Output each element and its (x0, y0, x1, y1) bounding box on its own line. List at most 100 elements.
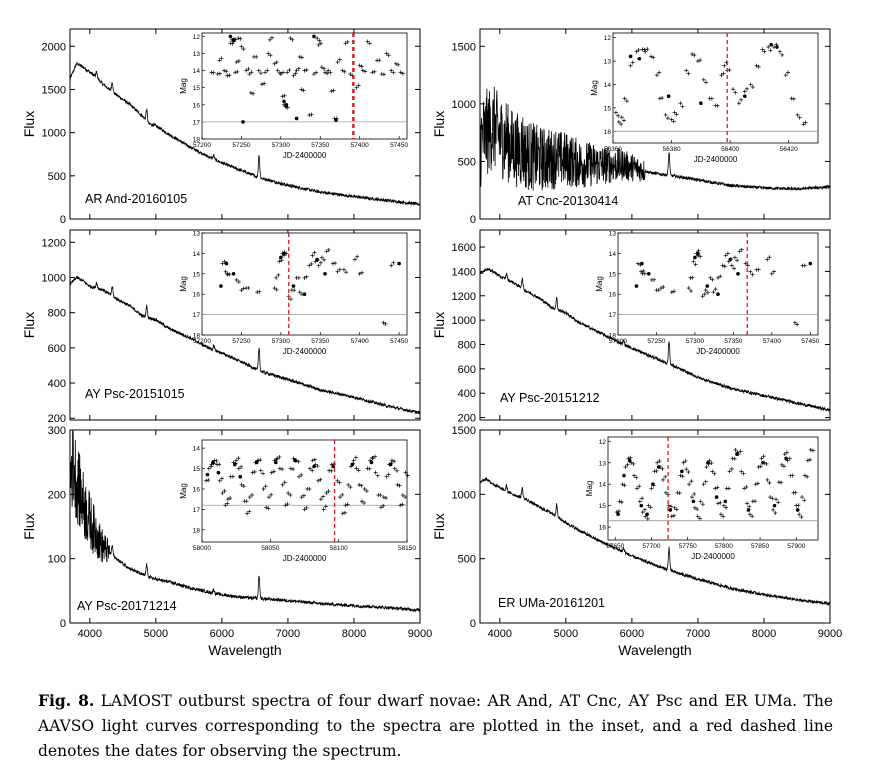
y-tick-label: 1200 (452, 291, 476, 303)
light-curve-point (779, 462, 784, 467)
inset-y-tick-label: 16 (193, 292, 201, 299)
y-tick-label: 200 (48, 489, 66, 501)
inset-x-tick-label: 57350 (311, 142, 329, 149)
light-curve-filled-point (233, 462, 237, 467)
light-curve-point (266, 506, 271, 511)
light-curve-point (346, 482, 351, 487)
light-curve-filled-point (388, 462, 393, 467)
light-curve-point (335, 269, 340, 274)
light-curve-point (619, 500, 624, 505)
light-curve-point (779, 480, 784, 485)
light-curve-point (383, 321, 388, 326)
light-curve-point (720, 263, 725, 268)
light-curve-point (386, 472, 391, 477)
panel-label: AY Psc-20151015 (85, 387, 185, 401)
light-curve-point (666, 503, 671, 508)
light-curve-point (235, 69, 240, 74)
light-curve-point (288, 36, 293, 41)
light-curve-point (669, 514, 674, 519)
light-curve-point (405, 473, 410, 478)
light-curve-point (233, 70, 238, 75)
light-curve-point (236, 279, 241, 284)
light-curve-point (307, 113, 312, 118)
light-curve-point (266, 51, 271, 56)
inset-x-tick-label: 57450 (390, 338, 408, 345)
light-curve-point (370, 455, 375, 460)
light-curve-point (692, 53, 697, 58)
light-curve-point (299, 87, 304, 92)
light-curve-point (359, 499, 364, 504)
light-curve-filled-point (728, 257, 733, 262)
y-tick-label: 500 (48, 171, 66, 183)
light-curve-point (625, 462, 630, 467)
light-curve-point (643, 49, 648, 54)
light-curve-point (377, 58, 382, 63)
light-curve-point (296, 66, 301, 71)
light-curve-point (324, 491, 329, 496)
light-curve-point (225, 271, 230, 276)
light-curve-point (286, 491, 291, 496)
light-curve-point (351, 458, 356, 463)
inset-y-tick-label: 12 (193, 34, 201, 41)
inset-y-tick-label: 13 (599, 460, 607, 467)
light-curve-point (239, 464, 244, 469)
inset-frame (201, 439, 408, 543)
y-tick-label: 1000 (452, 315, 476, 327)
light-curve-point (288, 493, 293, 498)
light-curve-point (703, 479, 708, 484)
light-curve-filled-point (331, 464, 336, 469)
light-curve-point (222, 68, 227, 73)
light-curve-point (335, 478, 340, 483)
inset-y-axis-label: Mag (179, 483, 188, 499)
light-curve-point (732, 255, 737, 260)
inset-x-tick-label: 57300 (272, 338, 290, 345)
light-curve-point (636, 48, 641, 53)
light-curve-filled-point (668, 508, 673, 512)
light-curve-filled-point (211, 460, 215, 465)
y-tick-label: 1000 (452, 489, 476, 501)
light-curve-point (744, 86, 749, 91)
light-curve-point (352, 257, 357, 262)
light-curve-point (268, 53, 273, 58)
light-curve-point (389, 263, 394, 268)
light-curve-point (639, 269, 644, 274)
light-curve-point (291, 467, 296, 472)
light-curve-point (241, 484, 246, 489)
light-curve-filled-point (293, 458, 297, 463)
light-curve-point (781, 464, 786, 469)
inset-y-tick-label: 12 (599, 439, 607, 446)
light-curve-filled-point (680, 469, 684, 474)
light-curve-point (383, 495, 388, 500)
light-curve-point (642, 271, 647, 276)
spectrum-panel-3: 200 400 600 800 1000 1200 Flux AY Psc-20151015 1… (21, 229, 421, 425)
light-curve-point (258, 468, 263, 473)
inset-x-axis-label: JD-2400000 (283, 554, 327, 563)
light-curve-point (362, 501, 367, 506)
light-curve-point (648, 505, 653, 510)
y-tick-label: 1000 (452, 99, 476, 111)
light-curve-point (260, 471, 265, 476)
light-curve-point (264, 505, 269, 510)
spectrum-panel-6: 0 500 1000 1500 4000 5000 6000 7000 8000 9000 Flux… (431, 425, 842, 658)
light-curve-point (304, 274, 309, 279)
light-curve-point (322, 66, 327, 71)
y-tick-label: 600 (48, 343, 66, 355)
light-curve-point (340, 511, 345, 516)
y-tick-label: 200 (458, 413, 476, 425)
light-curve-point (291, 73, 296, 78)
inset-x-tick-label: 57650 (606, 543, 624, 550)
light-curve-inset: 14 15 16 17 18 58000 58050 58100 58150 Mag JD-2400… (179, 439, 416, 563)
light-curve-point (730, 456, 735, 461)
inset-x-tick-label: 57300 (272, 142, 290, 149)
light-curve-point (641, 268, 646, 273)
light-curve-point (724, 505, 729, 510)
light-curve-point (340, 68, 345, 73)
light-curve-point (270, 35, 275, 40)
light-curve-filled-point (397, 261, 401, 266)
light-curve-point (799, 515, 804, 520)
light-curve-point (672, 505, 677, 510)
light-curve-point (304, 505, 309, 510)
